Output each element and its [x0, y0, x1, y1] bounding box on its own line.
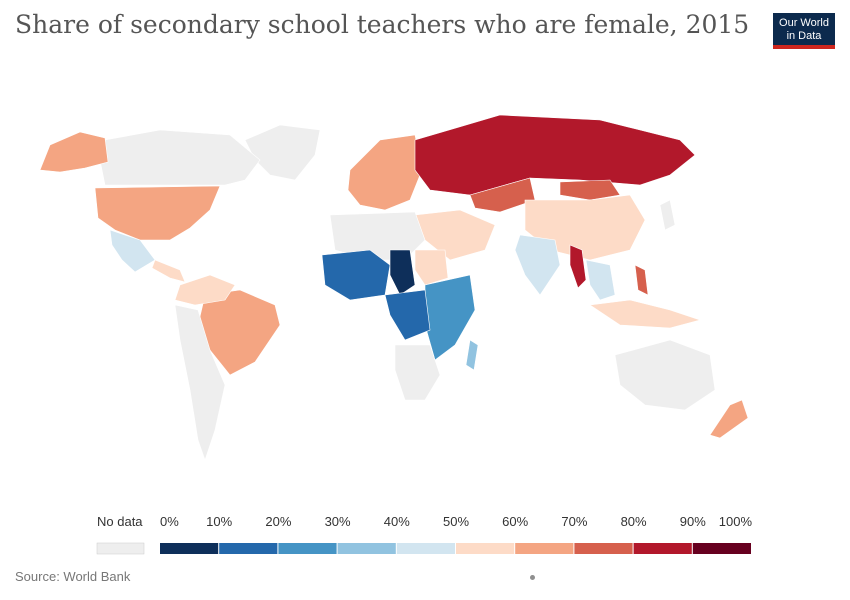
world-map — [39, 114, 749, 461]
legend-bin-50-60[interactable] — [456, 543, 515, 554]
chart-title: Share of secondary school teachers who a… — [15, 10, 750, 39]
legend-bin-70-80[interactable] — [574, 543, 633, 554]
legend-tick-label: 100% — [719, 514, 753, 529]
region-usa[interactable] — [94, 185, 221, 241]
region-canada[interactable] — [99, 129, 261, 186]
region-mongolia[interactable] — [559, 179, 621, 201]
legend-tick-label: 50% — [443, 514, 469, 529]
legend-bin-0-10[interactable] — [160, 543, 219, 554]
region-chad[interactable] — [389, 249, 416, 296]
region-russia[interactable] — [414, 114, 696, 196]
legend-bin-80-90[interactable] — [633, 543, 692, 554]
region-south-africa[interactable] — [394, 344, 441, 401]
legend-tick-label: 30% — [325, 514, 351, 529]
legend-tick-label: 20% — [265, 514, 291, 529]
region-madagascar[interactable] — [465, 339, 479, 371]
legend-tick-label: 10% — [206, 514, 232, 529]
legend-tick-label: 70% — [561, 514, 587, 529]
region-central-africa[interactable] — [384, 289, 431, 341]
region-india[interactable] — [514, 234, 561, 296]
legend-bin-60-70[interactable] — [515, 543, 574, 554]
region-sudan[interactable] — [414, 249, 449, 286]
legend-tick-label: 80% — [621, 514, 647, 529]
logo-line-2: in Data — [786, 30, 822, 42]
legend-bin-40-50[interactable] — [396, 543, 455, 554]
legend-tick-label: 40% — [384, 514, 410, 529]
legend-no-data-swatch — [96, 542, 145, 555]
owid-logo[interactable]: Our World in Data — [773, 13, 835, 49]
region-north-south-america[interactable] — [174, 274, 236, 306]
region-mexico[interactable] — [109, 229, 156, 273]
region-indonesia[interactable] — [589, 299, 702, 329]
region-kazakhstan[interactable] — [469, 177, 536, 213]
legend-tick-label: 0% — [160, 514, 179, 529]
region-myanmar[interactable] — [569, 244, 587, 289]
legend-no-data-label: No data — [97, 514, 143, 529]
region-japan[interactable] — [659, 199, 676, 231]
legend-ticks: 0% 10% 20% 30% 40% 50% 60% 70% 80% 90% 100% — [160, 514, 752, 529]
region-se-asia[interactable] — [585, 259, 616, 301]
timeline-dot[interactable] — [530, 575, 535, 580]
region-australia[interactable] — [614, 339, 716, 411]
region-alaska[interactable] — [39, 131, 109, 173]
legend-bin-90-100[interactable] — [692, 543, 751, 554]
legend-tick-label: 60% — [502, 514, 528, 529]
legend-bin-30-40[interactable] — [337, 543, 396, 554]
legend-bin-20-30[interactable] — [278, 543, 337, 554]
region-philippines[interactable] — [634, 264, 649, 296]
legend-tick-label: 90% — [680, 514, 706, 529]
legend-bin-10-20[interactable] — [219, 543, 278, 554]
region-nz[interactable] — [709, 399, 749, 439]
region-western-south-america[interactable] — [174, 304, 226, 461]
legend-bins — [160, 543, 751, 554]
source-note: Source: World Bank — [15, 569, 131, 584]
logo-line-1: Our World — [779, 17, 829, 29]
region-central-america[interactable] — [151, 259, 186, 283]
region-europe[interactable] — [347, 134, 423, 211]
